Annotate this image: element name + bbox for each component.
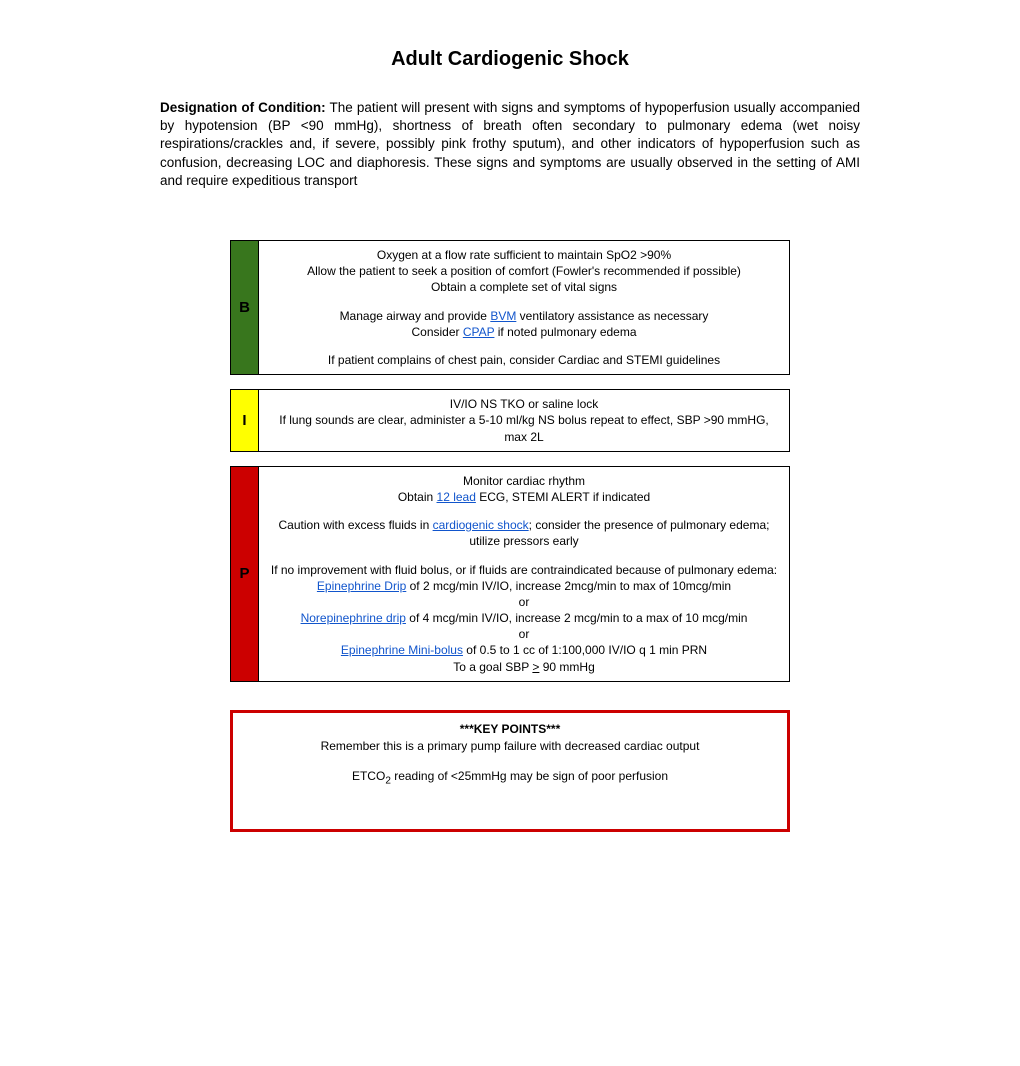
text: To a goal SBP	[453, 660, 532, 674]
text: 90 mmHg	[539, 660, 594, 674]
page: Adult Cardiogenic Shock Designation of C…	[160, 48, 860, 832]
epinephrine-mini-bolus-link[interactable]: Epinephrine Mini-bolus	[341, 643, 463, 657]
text: ETCO	[352, 769, 385, 783]
spacer	[247, 756, 773, 768]
level-p-line: Caution with excess fluids in cardiogeni…	[269, 517, 779, 549]
key-points-title: ***KEY POINTS***	[247, 721, 773, 738]
spacer	[269, 550, 779, 562]
spacer	[269, 340, 779, 352]
cardiogenic-shock-link[interactable]: cardiogenic shock	[433, 518, 529, 532]
level-p-line: Epinephrine Drip of 2 mcg/min IV/IO, inc…	[269, 578, 779, 594]
key-points-box: ***KEY POINTS*** Remember this is a prim…	[230, 710, 790, 832]
level-p-line: Epinephrine Mini-bolus of 0.5 to 1 cc of…	[269, 642, 779, 658]
text: Obtain	[398, 490, 437, 504]
spacer	[269, 296, 779, 308]
text: of 0.5 to 1 cc of 1:100,000 IV/IO q 1 mi…	[463, 643, 707, 657]
protocol-boxes: B Oxygen at a flow rate sufficient to ma…	[230, 240, 790, 682]
bvm-link[interactable]: BVM	[490, 309, 516, 323]
level-p-line: To a goal SBP > 90 mmHg	[269, 659, 779, 675]
twelve-lead-link[interactable]: 12 lead	[437, 490, 476, 504]
text: Consider	[411, 325, 462, 339]
level-p-line: Norepinephrine drip of 4 mcg/min IV/IO, …	[269, 610, 779, 626]
page-title: Adult Cardiogenic Shock	[160, 48, 860, 71]
level-b-line: Oxygen at a flow rate sufficient to main…	[269, 247, 779, 263]
level-b-line: If patient complains of chest pain, cons…	[269, 352, 779, 368]
text: Manage airway and provide	[340, 309, 491, 323]
text: reading of <25mmHg may be sign of poor p…	[391, 769, 668, 783]
level-b-line: Manage airway and provide BVM ventilator…	[269, 308, 779, 324]
text: of 4 mcg/min IV/IO, increase 2 mcg/min t…	[406, 611, 747, 625]
spacer	[269, 505, 779, 517]
key-points-line: ETCO2 reading of <25mmHg may be sign of …	[247, 768, 773, 789]
text: ECG, STEMI ALERT if indicated	[476, 490, 650, 504]
text: ventilatory assistance as necessary	[516, 309, 708, 323]
level-b-line: Obtain a complete set of vital signs	[269, 279, 779, 295]
level-p-line: If no improvement with fluid bolus, or i…	[269, 562, 779, 578]
cpap-link[interactable]: CPAP	[463, 325, 495, 339]
norepinephrine-drip-link[interactable]: Norepinephrine drip	[301, 611, 406, 625]
level-b-box: B Oxygen at a flow rate sufficient to ma…	[230, 240, 790, 375]
designation-paragraph: Designation of Condition: The patient wi…	[160, 99, 860, 190]
level-b-tag: B	[231, 241, 259, 374]
level-p-tag: P	[231, 467, 259, 681]
level-p-or: or	[269, 594, 779, 610]
level-p-line: Obtain 12 lead ECG, STEMI ALERT if indic…	[269, 489, 779, 505]
level-b-content: Oxygen at a flow rate sufficient to main…	[259, 241, 789, 374]
key-points-line: Remember this is a primary pump failure …	[247, 738, 773, 755]
text: Caution with excess fluids in	[279, 518, 433, 532]
level-p-content: Monitor cardiac rhythm Obtain 12 lead EC…	[259, 467, 789, 681]
level-p-or: or	[269, 626, 779, 642]
epinephrine-drip-link[interactable]: Epinephrine Drip	[317, 579, 406, 593]
level-b-line: Allow the patient to seek a position of …	[269, 263, 779, 279]
level-i-box: I IV/IO NS TKO or saline lock If lung so…	[230, 389, 790, 452]
level-b-line: Consider CPAP if noted pulmonary edema	[269, 324, 779, 340]
level-i-content: IV/IO NS TKO or saline lock If lung soun…	[259, 390, 789, 451]
level-p-line: Monitor cardiac rhythm	[269, 473, 779, 489]
text: of 2 mcg/min IV/IO, increase 2mcg/min to…	[406, 579, 731, 593]
level-p-box: P Monitor cardiac rhythm Obtain 12 lead …	[230, 466, 790, 682]
text: if noted pulmonary edema	[494, 325, 636, 339]
level-i-tag: I	[231, 390, 259, 451]
designation-label: Designation of Condition:	[160, 100, 326, 115]
level-i-line: If lung sounds are clear, administer a 5…	[269, 412, 779, 444]
level-i-line: IV/IO NS TKO or saline lock	[269, 396, 779, 412]
